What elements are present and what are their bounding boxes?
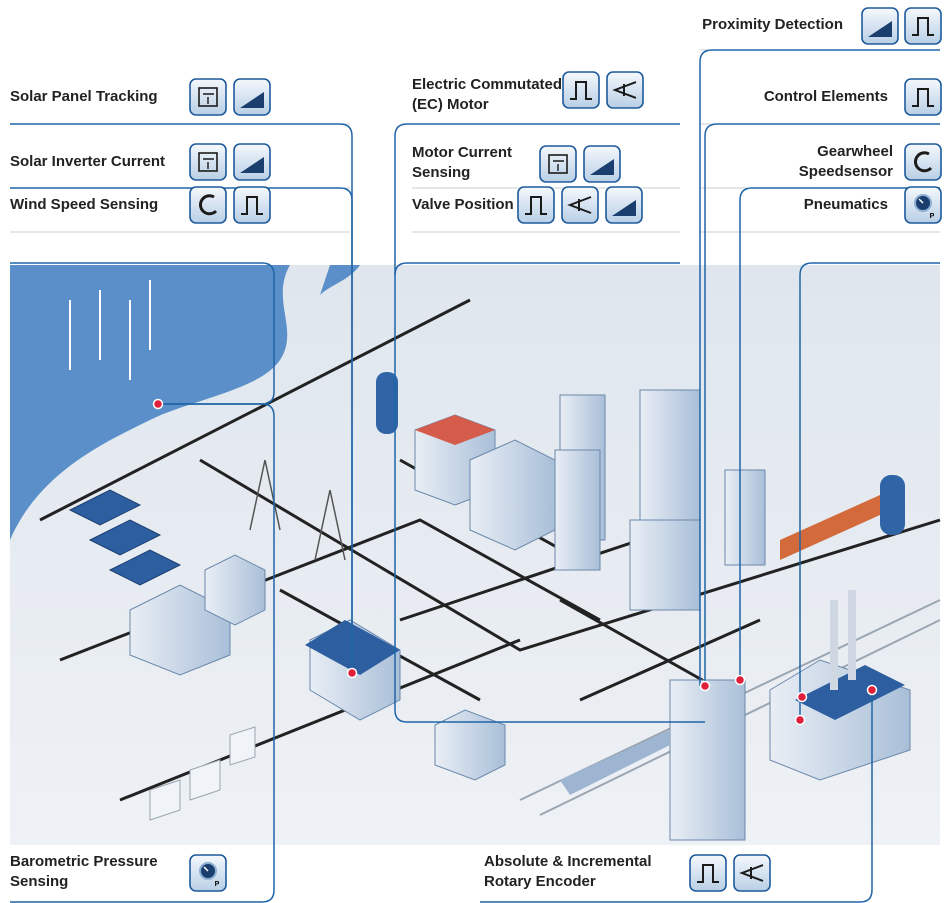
label-group: Motor Current Sensing [412,144,620,182]
label-group: Absolute & Incremental Rotary Encoder [484,853,770,891]
label-text: Absolute & Incremental [484,853,652,870]
label-group: Proximity Detection [702,8,941,44]
label-group: Control Elements [764,79,941,115]
label-group: Solar Panel Tracking [10,79,270,115]
label-text: Gearwheel [817,143,893,160]
icon [234,144,270,180]
icon-box [234,79,270,115]
icon-box [862,8,898,44]
icon [234,187,270,223]
label-text: Proximity Detection [702,16,843,33]
icon [518,187,554,223]
icon [190,144,226,180]
icon [234,79,270,115]
icon [607,72,643,108]
icon-box [905,79,941,115]
icon-box [690,855,726,891]
icon-box [234,187,270,223]
icon [584,146,620,182]
icon [905,144,941,180]
icon-box [606,187,642,223]
label-group: Barometric Pressure Sensing P [10,853,226,891]
label-group: Gearwheel Speedsensor [799,143,941,180]
icon-box [584,146,620,182]
label-text: Rotary Encoder [484,873,596,890]
icon: P [190,855,226,891]
label-text: Pneumatics [804,196,888,213]
icon [190,187,226,223]
icon-box [905,144,941,180]
label-group: Pneumatics P [804,187,941,223]
icon-box [190,187,226,223]
icon-box [905,8,941,44]
label-text: Electric Commutated [412,76,562,93]
icon [540,146,576,182]
icon-box [518,187,554,223]
icon [734,855,770,891]
label-group: Wind Speed Sensing [10,187,270,223]
label-group: Solar Inverter Current [10,144,270,180]
icon [190,79,226,115]
label-group: Electric Commutated (EC) Motor [412,72,643,113]
icon-box [563,72,599,108]
icon [562,187,598,223]
icon-text: P [930,213,935,220]
label-text: Valve Position [412,196,514,213]
label-text: Control Elements [764,88,888,105]
label-text: Sensing [412,164,470,181]
label-text: Solar Inverter Current [10,153,165,170]
label-text: Speedsensor [799,163,893,180]
icon [606,187,642,223]
icon-box [234,144,270,180]
label-text: (EC) Motor [412,96,489,113]
icon [905,8,941,44]
icon-text: P [215,881,220,888]
label-text: Sensing [10,873,68,890]
icon [905,79,941,115]
label-text: Solar Panel Tracking [10,88,158,105]
label-text: Barometric Pressure [10,853,158,870]
icon [690,855,726,891]
label-text: Motor Current [412,144,512,161]
diagram: Proximity Detection Solar Panel Tracking E… [0,0,949,903]
label-text: Wind Speed Sensing [10,196,158,213]
icon [862,8,898,44]
label-group: Valve Position [412,187,642,223]
icon [563,72,599,108]
icon: P [905,187,941,223]
